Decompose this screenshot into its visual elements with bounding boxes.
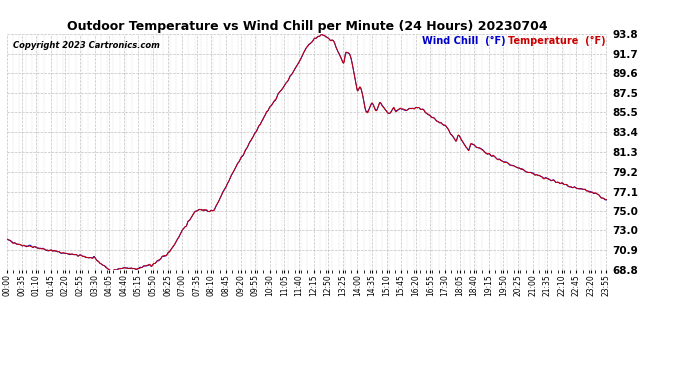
Wind Chill  (°F) xyxy=(480,148,488,153)
Wind Chill  (°F) xyxy=(317,32,326,37)
Temperature  (°F) xyxy=(137,266,145,270)
Temperature  (°F) xyxy=(603,198,611,202)
Wind Chill  (°F) xyxy=(137,265,145,270)
Legend: Wind Chill  (°F), Temperature  (°F): Wind Chill (°F), Temperature (°F) xyxy=(422,36,605,46)
Wind Chill  (°F) xyxy=(401,108,409,112)
Wind Chill  (°F) xyxy=(533,172,541,177)
Temperature  (°F) xyxy=(533,172,541,177)
Temperature  (°F) xyxy=(122,266,130,270)
Wind Chill  (°F) xyxy=(3,237,11,241)
Temperature  (°F) xyxy=(480,149,488,153)
Line: Temperature  (°F): Temperature (°F) xyxy=(7,34,607,271)
Temperature  (°F) xyxy=(109,269,117,273)
Title: Outdoor Temperature vs Wind Chill per Minute (24 Hours) 20230704: Outdoor Temperature vs Wind Chill per Mi… xyxy=(67,20,547,33)
Wind Chill  (°F) xyxy=(108,269,117,273)
Wind Chill  (°F) xyxy=(603,198,611,202)
Wind Chill  (°F) xyxy=(122,266,130,270)
Line: Wind Chill  (°F): Wind Chill (°F) xyxy=(7,34,607,271)
Wind Chill  (°F) xyxy=(204,209,212,214)
Text: Copyright 2023 Cartronics.com: Copyright 2023 Cartronics.com xyxy=(13,41,160,50)
Temperature  (°F) xyxy=(317,32,326,36)
Temperature  (°F) xyxy=(401,108,409,112)
Temperature  (°F) xyxy=(3,237,11,242)
Temperature  (°F) xyxy=(204,209,212,214)
